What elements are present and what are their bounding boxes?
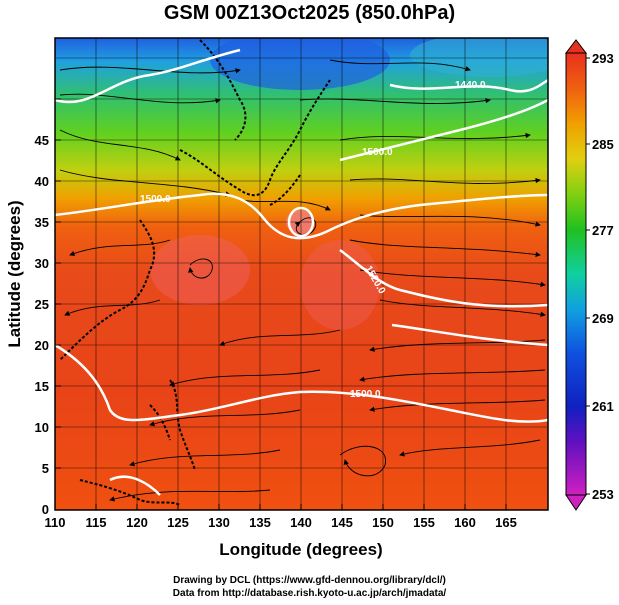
y-tick-label: 45 [35, 133, 49, 148]
colorbar-tick-label: 277 [592, 223, 614, 238]
contour-label: 1500.0 [362, 147, 393, 158]
contour-label: 1500.0 [140, 194, 171, 205]
y-tick-label: 30 [35, 256, 49, 271]
map-title: GSM 00Z13Oct2025 (850.0hPa) [163, 2, 456, 24]
x-tick-label: 155 [413, 515, 435, 530]
x-tick-label: 165 [495, 515, 517, 530]
height-contours [55, 48, 548, 496]
colorbar: 293 285 277 269 261 253 [564, 39, 614, 511]
colorbar-tick-label: 285 [592, 137, 614, 152]
temperature-field [55, 38, 548, 510]
credit-data: Data from http://database.rish.kyoto-u.a… [172, 588, 447, 599]
graticule [55, 38, 548, 510]
contour-label: 1440.0 [455, 80, 486, 91]
streamlines [59, 59, 546, 502]
x-tick-label: 160 [454, 515, 476, 530]
colorbar-tick-label: 269 [592, 311, 614, 326]
colorbar-tick-label: 253 [592, 487, 614, 502]
x-axis-title: Longitude (degrees) [219, 540, 382, 559]
y-tick-label: 25 [35, 297, 49, 312]
x-tick-label: 140 [290, 515, 312, 530]
x-tick-label: 135 [249, 515, 271, 530]
y-tick-label: 5 [42, 461, 49, 476]
x-tick-label: 150 [372, 515, 394, 530]
x-tick-label: 130 [208, 515, 230, 530]
y-tick-label: 40 [35, 174, 49, 189]
y-tick-label: 35 [35, 215, 49, 230]
y-tick-labels: 0 5 10 15 20 25 30 35 40 45 [35, 133, 49, 517]
y-tick-label: 0 [42, 502, 49, 517]
colorbar-tick-label: 261 [592, 399, 614, 414]
x-tick-label: 110 [45, 515, 66, 530]
y-tick-marks [55, 98, 61, 469]
x-tick-label: 145 [331, 515, 353, 530]
x-tick-label: 120 [126, 515, 148, 530]
x-tick-marks [54, 504, 507, 510]
x-tick-label: 125 [167, 515, 189, 530]
x-tick-labels: 110 115 120 125 130 135 140 145 150 155 … [45, 515, 517, 530]
credit-drawing: Drawing by DCL (https://www.gfd-dennou.o… [173, 575, 446, 586]
y-tick-label: 20 [35, 338, 49, 353]
colorbar-tick-label: 293 [592, 51, 614, 66]
colorbar-max-arrow [564, 39, 588, 54]
contour-label: 1500.0 [350, 389, 381, 400]
y-tick-label: 10 [35, 420, 49, 435]
colorbar-min-arrow [565, 494, 587, 511]
y-axis-title: Latitude (degrees) [5, 200, 24, 347]
y-tick-label: 15 [35, 379, 49, 394]
colorbar-gradient [565, 52, 587, 496]
x-tick-label: 115 [86, 515, 107, 530]
